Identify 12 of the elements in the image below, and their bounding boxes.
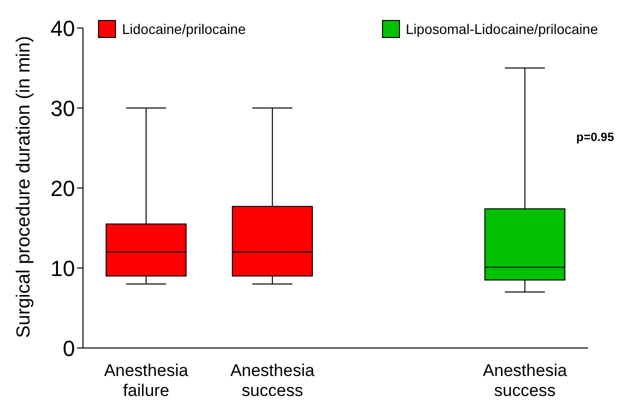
- y-tick-label: 20: [50, 176, 75, 201]
- legend-label: Lidocaine/prilocaine: [122, 21, 246, 37]
- y-tick-label: 10: [50, 256, 75, 281]
- x-tick-label: Anesthesia success: [482, 361, 568, 400]
- y-axis-title: Surgical procedure duration (in min): [14, 36, 35, 338]
- y-tick-label: 40: [50, 16, 75, 41]
- x-tick-label: Anesthesia failure: [104, 361, 189, 400]
- x-tick-label: Anesthesia success: [230, 361, 315, 400]
- legend-label: Liposomal-Lidocaine/prilocaine: [406, 21, 598, 37]
- y-tick-label: 0: [62, 336, 75, 361]
- y-tick-label: 30: [50, 96, 75, 121]
- annotation: p=0.95: [576, 130, 614, 144]
